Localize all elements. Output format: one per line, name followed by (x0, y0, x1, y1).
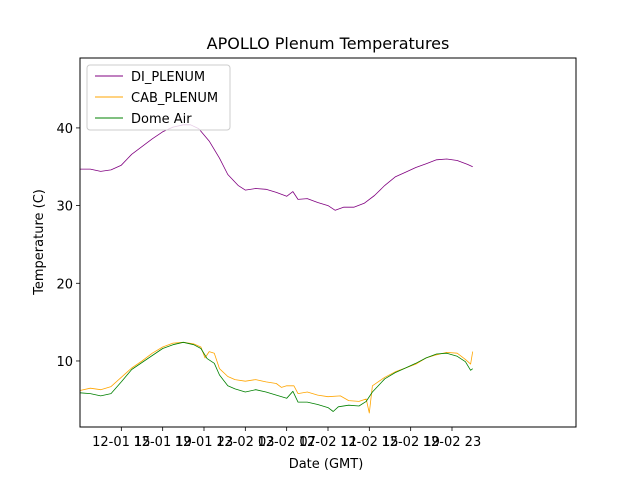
legend-label-2: Dome Air (131, 112, 192, 127)
x-tick-label-5: 12-02 11 (299, 435, 357, 450)
y-tick-label-3: 40 (56, 122, 73, 137)
chart-title: APOLLO Plenum Temperatures (207, 34, 450, 53)
x-tick-label-4: 12-02 07 (257, 435, 315, 450)
x-tick-label-3: 12-02 03 (216, 435, 274, 450)
x-tick-label-1: 12-01 19 (133, 435, 191, 450)
x-axis-label: Date (GMT) (289, 457, 364, 472)
y-axis: 10 20 30 40 (56, 122, 80, 370)
series-layer (79, 124, 474, 414)
x-tick-label-7: 12-02 19 (381, 435, 439, 450)
x-tick-label-6: 12-02 15 (340, 435, 398, 450)
legend: DI_PLENUM CAB_PLENUM Dome Air (86, 64, 231, 131)
x-tick-label-8: 12-02 23 (423, 435, 481, 450)
series-line-0 (80, 124, 473, 211)
y-tick-label-0: 10 (56, 355, 73, 370)
y-tick-label-2: 30 (56, 200, 73, 215)
legend-label-1: CAB_PLENUM (131, 91, 218, 106)
legend-label-0: DI_PLENUM (131, 70, 205, 85)
y-axis-label: Temperature (C) (32, 189, 47, 296)
x-tick-label-0: 12-01 15 (92, 435, 150, 450)
y-tick-label-1: 20 (56, 277, 73, 292)
x-tick-label-2: 12-01 23 (175, 435, 233, 450)
legend-frame (86, 64, 231, 131)
series-line-2 (79, 341, 473, 412)
